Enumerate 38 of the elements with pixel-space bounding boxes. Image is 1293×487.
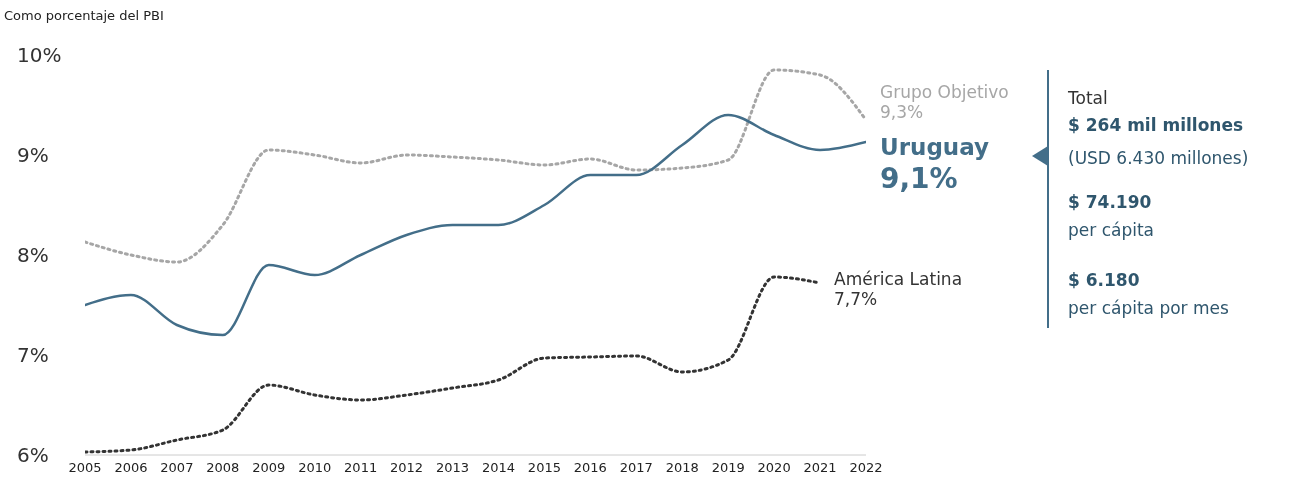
y-tick-label: 8% [17,243,49,268]
x-tick-label: 2010 [298,460,332,476]
x-tick-label: 2020 [757,460,791,476]
x-tick-label: 2014 [481,460,516,476]
x-tick-label: 2022 [849,460,883,476]
line-series [85,68,866,264]
x-tick-label: 2006 [114,460,148,476]
text: per cápita por mes [1068,298,1229,318]
series-label: América Latina [834,269,963,290]
data-label: 9,1% [880,161,959,196]
x-tick-label: 2011 [344,460,378,476]
text: Total [1068,88,1108,108]
y-tick-label: 10% [17,43,62,68]
y-tick-label: 7% [17,343,49,368]
x-tick-label: 2021 [803,460,837,476]
data-label: 7,7% [834,289,879,310]
x-tick-label: 2005 [68,460,102,476]
x-tick-label: 2013 [435,460,470,476]
series-label: Grupo Objetivo [880,82,1009,103]
y-axis-title: Como porcentaje del PBI [4,8,164,23]
y-tick-label: 6% [17,443,49,468]
x-tick-label: 2016 [573,460,607,476]
x-tick-label: 2012 [390,460,424,476]
x-tick-label: 2009 [252,460,286,476]
text: $ 264 mil millones [1068,115,1244,135]
legend-label: Uruguay [880,134,990,162]
text: per cápita [1068,220,1155,240]
x-tick-label: 2017 [619,460,653,476]
x-tick-label: 2019 [711,460,745,476]
data-label: 9,3% [880,102,925,123]
text: $ 74.190 [1068,192,1152,212]
x-tick-label: 2015 [527,460,561,476]
x-tick-label: 2007 [160,460,194,476]
y-tick-label: 9% [17,143,49,168]
x-tick-label: 2008 [206,460,240,476]
text: (USD 6.430 millones) [1068,148,1249,168]
x-tick-label: 2018 [665,460,699,476]
text: $ 6.180 [1068,270,1140,290]
